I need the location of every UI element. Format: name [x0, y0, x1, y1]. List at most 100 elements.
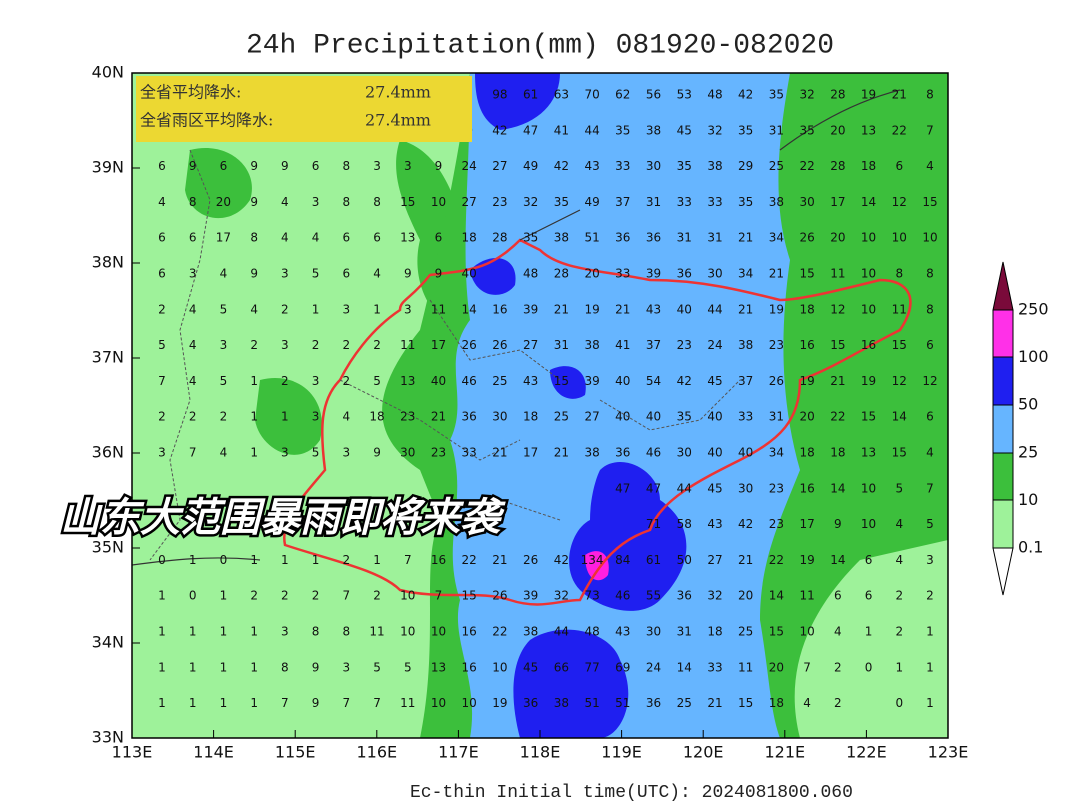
grid-value: 2: [342, 338, 350, 352]
grid-value: 10: [431, 696, 446, 710]
grid-value: 19: [799, 553, 814, 567]
grid-value: 36: [462, 410, 477, 424]
grid-value: 6: [926, 410, 934, 424]
map-title: 24h Precipitation(mm) 081920-082020: [246, 30, 834, 61]
grid-value: 19: [799, 374, 814, 388]
grid-value: 27: [492, 159, 507, 173]
grid-value: 36: [615, 231, 630, 245]
grid-value: 2: [342, 374, 350, 388]
grid-value: 21: [769, 267, 784, 281]
grid-value: 5: [220, 302, 228, 316]
y-tick-label: 39N: [92, 158, 124, 177]
grid-value: 40: [646, 410, 661, 424]
grid-value: 38: [554, 231, 569, 245]
grid-value: 38: [523, 625, 538, 639]
grid-value: 27: [707, 553, 722, 567]
grid-value: 32: [799, 88, 814, 102]
grid-value: 34: [769, 446, 784, 460]
grid-value: 30: [707, 267, 722, 281]
grid-value: 9: [435, 267, 443, 281]
grid-value: 40: [677, 302, 692, 316]
grid-values: 9861637062565348423532281921894247414435…: [158, 88, 937, 711]
grid-value: 34: [738, 267, 753, 281]
grid-value: 10: [492, 660, 507, 674]
grid-value: 39: [523, 589, 538, 603]
grid-value: 2: [834, 660, 842, 674]
grid-value: 35: [615, 123, 630, 137]
grid-value: 7: [803, 660, 811, 674]
grid-value: 44: [584, 123, 599, 137]
grid-value: 32: [554, 589, 569, 603]
grid-value: 25: [769, 159, 784, 173]
grid-value: 16: [462, 660, 477, 674]
grid-value: 4: [895, 553, 903, 567]
grid-value: 23: [769, 338, 784, 352]
grid-value: 4: [189, 338, 197, 352]
extreme-rain: [585, 551, 609, 581]
coastline: [132, 89, 901, 566]
grid-value: 18: [462, 231, 477, 245]
grid-value: 20: [830, 231, 845, 245]
grid-value: 26: [523, 553, 538, 567]
colorbar-cap: [992, 261, 1014, 311]
grid-value: 10: [400, 625, 415, 639]
grid-value: 24: [646, 660, 661, 674]
colorbar-swatch: [992, 499, 1014, 549]
grid-value: 27: [584, 410, 599, 424]
grid-value: 40: [462, 267, 477, 281]
grid-value: 30: [799, 195, 814, 209]
grid-value: 21: [738, 302, 753, 316]
grid-value: 6: [158, 231, 166, 245]
grid-value: 15: [554, 374, 569, 388]
colorbar-label: 100: [1018, 347, 1049, 366]
grid-value: 36: [677, 589, 692, 603]
grid-value: 10: [861, 481, 876, 495]
heavy-rain: [475, 73, 560, 130]
grid-value: 22: [830, 410, 845, 424]
grid-value: 15: [861, 410, 876, 424]
grid-value: 20: [830, 123, 845, 137]
grid-value: 1: [250, 553, 258, 567]
grid-value: 43: [615, 625, 630, 639]
grid-value: 6: [220, 159, 228, 173]
grid-value: 1: [189, 625, 197, 639]
grid-value: 4: [281, 231, 289, 245]
grid-value: 22: [492, 625, 507, 639]
grid-value: 1: [250, 660, 258, 674]
x-tick-label: 113E: [112, 743, 153, 762]
grid-value: 11: [738, 660, 753, 674]
grid-value: 55: [646, 589, 661, 603]
grid-value: 14: [462, 302, 477, 316]
grid-value: 21: [830, 374, 845, 388]
rain-area: [185, 148, 252, 219]
grid-value: 21: [554, 302, 569, 316]
grid-value: 69: [615, 660, 630, 674]
grid-value: 14: [830, 553, 845, 567]
grid-value: 6: [158, 267, 166, 281]
heavy-rain: [550, 366, 586, 399]
grid-value: 1: [865, 625, 873, 639]
grid-value: 1: [926, 625, 934, 639]
grid-value: 21: [554, 446, 569, 460]
grid-value: 8: [342, 195, 350, 209]
grid-value: 2: [158, 410, 166, 424]
grid-value: 7: [158, 374, 166, 388]
grid-value: 71: [646, 517, 661, 531]
grid-value: 51: [584, 696, 599, 710]
grid-value: 3: [312, 195, 320, 209]
grid-value: 2: [895, 589, 903, 603]
grid-value: 4: [803, 696, 811, 710]
grid-value: 47: [523, 123, 538, 137]
grid-value: 3: [342, 446, 350, 460]
grid-value: 31: [677, 231, 692, 245]
grid-value: 31: [769, 410, 784, 424]
grid-value: 12: [892, 195, 907, 209]
grid-value: 31: [707, 231, 722, 245]
grid-value: 34: [769, 231, 784, 245]
grid-value: 5: [373, 374, 381, 388]
grid-value: 17: [523, 446, 538, 460]
rain-area: [255, 378, 322, 455]
grid-value: 0: [189, 589, 197, 603]
grid-value: 45: [677, 123, 692, 137]
grid-value: 11: [400, 696, 415, 710]
